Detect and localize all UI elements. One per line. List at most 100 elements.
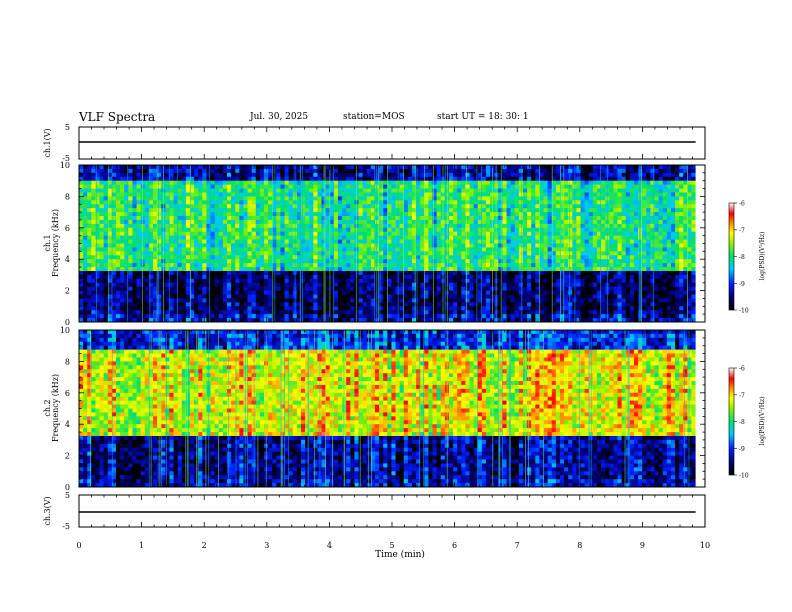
spectrogram-cell [144, 270, 150, 276]
spectrogram-cell [362, 278, 368, 284]
spectrogram-cell [173, 290, 179, 295]
spectrogram-cell [342, 251, 347, 256]
spectrogram-cell [522, 219, 528, 225]
spectrogram-cell [366, 274, 372, 280]
spectrogram-cell [136, 208, 142, 213]
spectrogram-cell [518, 165, 524, 170]
spectrogram-cell [103, 168, 109, 174]
spectrogram-cell [403, 200, 409, 205]
spectrogram-cell [83, 274, 88, 280]
spectrogram-cell [407, 176, 413, 182]
spectrogram-cell [568, 235, 573, 240]
spectrogram-cell [226, 208, 232, 213]
spectrogram-cell [687, 243, 692, 248]
spectrogram-cell [194, 243, 199, 248]
spectrogram-cell [337, 290, 343, 295]
spectrogram-cell [687, 227, 692, 233]
spectrogram-cell [539, 267, 544, 272]
spectrogram-cell [453, 188, 458, 193]
spectrogram-cell [111, 165, 117, 170]
spectrogram-cell [305, 204, 310, 209]
spectrogram-cell [152, 251, 158, 256]
spectrogram-cell [625, 267, 631, 272]
spectrogram-cell [194, 282, 199, 288]
spectrogram-cell [432, 188, 438, 193]
spectrogram-cell [555, 278, 561, 284]
spectrogram-cell [580, 270, 586, 276]
spectrogram-cell [346, 278, 351, 284]
spectrogram-cell [432, 231, 438, 237]
spectrogram-cell [691, 286, 697, 292]
spectrogram-cell [539, 243, 544, 248]
spectrogram-cell [522, 172, 528, 178]
spectrogram-cell [555, 282, 561, 288]
spectrogram-cell [592, 259, 598, 264]
spectrogram-cell [185, 168, 191, 174]
spectrogram-cell [555, 172, 561, 178]
spectrogram-cell [358, 165, 364, 170]
spectrogram-cell [313, 278, 318, 284]
spectrogram-cell [670, 176, 676, 182]
spectrogram-cell [498, 255, 503, 260]
spectrogram-cell [457, 223, 462, 229]
spectrogram-cell [140, 227, 146, 233]
spectrogram-cell [210, 172, 216, 178]
spectrogram-cell [132, 216, 137, 221]
spectrogram-cell [255, 219, 261, 225]
spectrogram-cell [152, 223, 158, 229]
spectrogram-cell [276, 274, 281, 280]
spectrogram-cell [399, 282, 405, 288]
spectrogram-cell [284, 192, 290, 197]
spectrogram-cell [416, 184, 421, 189]
spectrogram-cell [646, 263, 651, 268]
spectrogram-cell [280, 176, 285, 182]
spectrogram-cell [95, 270, 100, 276]
spectrogram-cell [572, 219, 577, 225]
spectrogram-cell [259, 231, 265, 237]
spectrogram-cell [185, 270, 191, 276]
spectrogram-cell [629, 243, 635, 248]
spectrogram-cell [584, 192, 590, 197]
spectrogram-cell [428, 208, 433, 213]
spectrogram-cell [362, 227, 368, 233]
spectrogram-cell [268, 282, 273, 288]
spectrogram-cell [383, 216, 388, 221]
spectrogram-cell [91, 219, 96, 225]
spectrogram-cell [210, 196, 216, 201]
spectrogram-cell [247, 204, 253, 209]
spectrogram-cell [502, 263, 507, 268]
spectrogram-cell [259, 192, 265, 197]
spectrogram-cell [411, 239, 417, 244]
spectrogram-cell [457, 270, 462, 276]
spectrogram-cell [531, 282, 536, 288]
spectrogram-cell [222, 192, 228, 197]
spectrogram-cell [202, 227, 207, 233]
spectrogram-cell [128, 274, 133, 280]
spectrogram-cell [325, 180, 331, 186]
spectrogram-cell [407, 239, 413, 244]
spectrogram-cell [399, 216, 405, 221]
spectrogram-cell [144, 227, 150, 233]
spectrogram-cell [239, 184, 244, 189]
spectrogram-cell [259, 270, 265, 276]
spectrogram-cell [231, 263, 236, 268]
spectrogram-cell [173, 172, 179, 178]
spectrogram-cell [107, 263, 113, 268]
spectrogram-cell [152, 192, 158, 197]
spectrogram-cell [296, 239, 302, 244]
spectrogram-cell [555, 247, 561, 252]
spectrogram-cell [288, 223, 294, 229]
spectrogram-cell [679, 278, 684, 284]
spectrogram-cell [666, 282, 672, 288]
spectrogram-cell [222, 231, 228, 237]
spectrogram-cell [485, 282, 491, 288]
spectrogram-cell [235, 192, 240, 197]
spectrogram-cell [473, 200, 479, 205]
spectrogram-cell [268, 212, 273, 217]
spectrogram-cell [95, 282, 100, 288]
spectrogram-cell [601, 282, 606, 288]
spectrogram-cell [300, 188, 306, 193]
spectrogram-cell [243, 263, 248, 268]
spectrogram-cell [387, 247, 392, 252]
spectrogram-cell [120, 216, 125, 221]
